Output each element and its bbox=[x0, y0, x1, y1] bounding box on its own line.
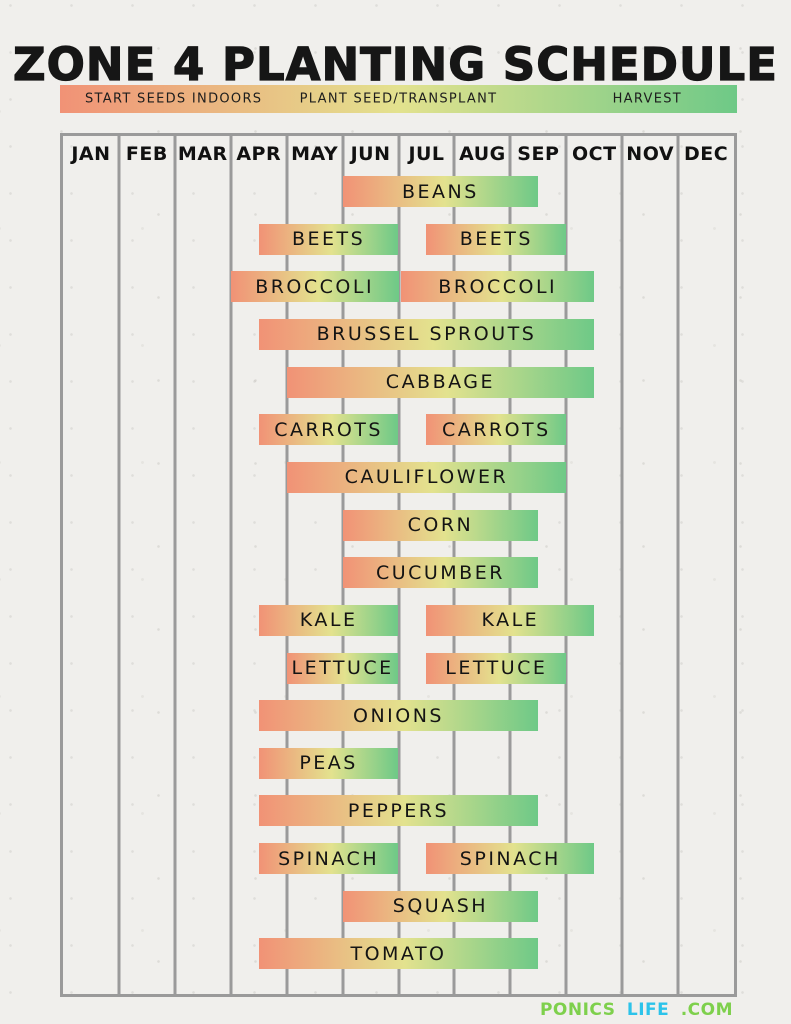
month-gridline bbox=[676, 136, 680, 994]
page-title: ZONE 4 PLANTING SCHEDULE bbox=[12, 38, 778, 92]
schedule-bar-onions: ONIONS bbox=[258, 700, 539, 732]
schedule-bar-spinach: SPINACH bbox=[258, 843, 399, 875]
bar-label: CARROTS bbox=[274, 418, 383, 441]
bar-label: KALE bbox=[299, 609, 358, 632]
month-header-oct: OCT bbox=[571, 143, 617, 165]
bar-label: PEPPERS bbox=[347, 799, 450, 822]
schedule-grid: JAN FEB MAR APR MAY JUN JUL AUG SEP OCT NOV DEC BEA… bbox=[60, 133, 737, 997]
schedule-bar-beets: BEETS bbox=[426, 223, 567, 255]
bar-label: BEETS bbox=[291, 228, 366, 251]
schedule-bar-beets: BEETS bbox=[258, 223, 399, 255]
month-header-sep: SEP bbox=[517, 143, 560, 165]
bar-label: CABBAGE bbox=[385, 371, 496, 394]
bar-label: BROCCOLI bbox=[438, 275, 558, 298]
legend-gradient-bar: START SEEDS INDOORS PLANT SEED/TRANSPLAN… bbox=[60, 85, 737, 113]
month-header-jun: JUN bbox=[350, 143, 391, 165]
bar-label: BEETS bbox=[459, 228, 533, 251]
bar-label: CUCUMBER bbox=[375, 561, 505, 584]
brand-logo-life: LIFE bbox=[626, 1000, 670, 1020]
month-gridline bbox=[285, 136, 289, 994]
month-gridline bbox=[564, 136, 568, 994]
schedule-bar-broccoli: BROCCOLI bbox=[401, 271, 595, 303]
month-header-feb: FEB bbox=[125, 143, 168, 165]
schedule-bar-carrots: CARROTS bbox=[258, 414, 399, 446]
schedule-bar-lettuce: LETTUCE bbox=[426, 652, 567, 684]
schedule-bar-lettuce: LETTUCE bbox=[286, 652, 399, 684]
bar-label: CORN bbox=[407, 514, 474, 537]
bar-label: BRUSSEL SPROUTS bbox=[316, 323, 537, 346]
month-header-nov: NOV bbox=[626, 143, 675, 165]
bar-label: BROCCOLI bbox=[255, 275, 375, 298]
schedule-bar-kale: KALE bbox=[258, 604, 399, 636]
schedule-bar-beans: BEANS bbox=[342, 176, 539, 207]
bar-label: LETTUCE bbox=[445, 657, 548, 679]
month-header-apr: APR bbox=[236, 143, 282, 165]
bar-label: CAULIFLOWER bbox=[344, 466, 509, 489]
month-header-jul: JUL bbox=[408, 143, 445, 165]
schedule-bar-spinach: SPINACH bbox=[426, 843, 595, 875]
month-header-row: JAN FEB MAR APR MAY JUN JUL AUG SEP OCT NOV DEC bbox=[63, 136, 734, 172]
month-gridline bbox=[229, 136, 233, 994]
bar-label: TOMATO bbox=[350, 942, 447, 965]
month-header-jan: JAN bbox=[71, 143, 111, 165]
schedule-bar-brussel-sprouts: BRUSSEL SPROUTS bbox=[258, 318, 595, 350]
month-header-mar: MAR bbox=[177, 143, 228, 165]
bar-label: SPINACH bbox=[459, 847, 561, 870]
month-gridline bbox=[117, 136, 121, 994]
bar-label: ONIONS bbox=[352, 704, 444, 727]
schedule-bar-broccoli: BROCCOLI bbox=[230, 271, 399, 303]
bar-label: PEAS bbox=[299, 752, 358, 775]
schedule-bar-carrots: CARROTS bbox=[426, 414, 567, 446]
bar-label: BEANS bbox=[402, 180, 479, 203]
month-header-may: MAY bbox=[291, 143, 339, 165]
schedule-bar-peas: PEAS bbox=[258, 747, 399, 779]
bar-label: KALE bbox=[481, 609, 540, 632]
bar-label: LETTUCE bbox=[291, 657, 394, 679]
schedule-bar-kale: KALE bbox=[426, 604, 595, 636]
month-header-dec: DEC bbox=[684, 143, 729, 165]
bar-label: CARROTS bbox=[441, 418, 551, 441]
bars-area: BEANS BEETS BEETS BROCCOLI BROCCOLI BRUSSEL S… bbox=[63, 136, 734, 994]
legend-label-harvest: HARVEST bbox=[612, 91, 682, 107]
schedule-bar-tomato: TOMATO bbox=[258, 938, 539, 970]
legend-label-plant-seed-transplant: PLANT SEED/TRANSPLANT bbox=[299, 91, 498, 107]
schedule-bar-corn: CORN bbox=[342, 509, 539, 541]
brand-logo-com: .COM bbox=[680, 1000, 733, 1020]
schedule-bar-squash: SQUASH bbox=[342, 890, 539, 922]
schedule-bar-peppers: PEPPERS bbox=[258, 795, 539, 827]
bar-label: SPINACH bbox=[278, 847, 380, 870]
month-gridline bbox=[173, 136, 177, 994]
brand-logo: PONICS LIFE .COM bbox=[540, 1000, 733, 1020]
month-header-aug: AUG bbox=[459, 143, 506, 165]
bar-label: SQUASH bbox=[392, 895, 489, 918]
brand-logo-ponics: PONICS bbox=[539, 1000, 616, 1020]
legend-label-start-seeds-indoors: START SEEDS INDOORS bbox=[85, 91, 263, 107]
schedule-bar-cabbage: CABBAGE bbox=[286, 366, 595, 398]
schedule-bar-cauliflower: CAULIFLOWER bbox=[286, 461, 567, 493]
schedule-bar-cucumber: CUCUMBER bbox=[342, 557, 539, 589]
month-gridline bbox=[620, 136, 624, 994]
